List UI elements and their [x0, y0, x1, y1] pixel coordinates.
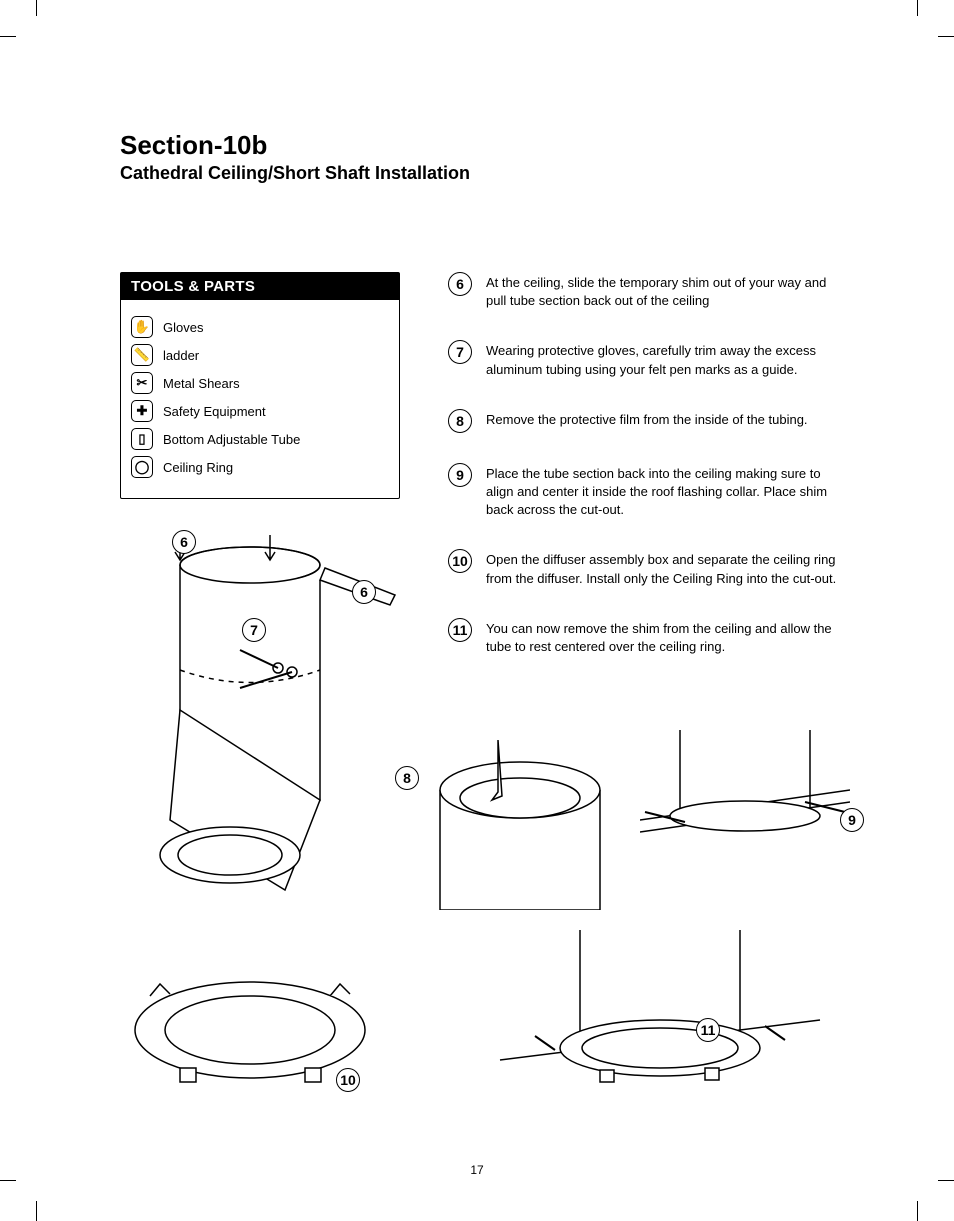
callout-6a: 6	[172, 530, 196, 554]
illustration-ceiling-insert	[640, 730, 850, 900]
crop-mark-br	[914, 1177, 938, 1201]
tool-label: Metal Shears	[163, 376, 240, 391]
crop-mark-tr	[914, 16, 938, 40]
ring-icon: ◯	[131, 456, 153, 478]
section-subtitle: Cathedral Ceiling/Short Shaft Installati…	[120, 163, 844, 184]
tools-parts-panel: TOOLS & PARTS ✋ Gloves 📏 ladder ✂ Metal Shear…	[120, 272, 400, 499]
tool-item: 📏 ladder	[131, 344, 389, 366]
step-number: 9	[448, 463, 472, 487]
step-text: Wearing protective gloves, carefully tri…	[486, 340, 844, 378]
crop-mark-tl	[16, 16, 40, 40]
illustration-film-removal	[420, 740, 620, 910]
tool-item: ✋ Gloves	[131, 316, 389, 338]
tool-label: Safety Equipment	[163, 404, 266, 419]
step-number: 7	[448, 340, 472, 364]
callout-6b: 6	[352, 580, 376, 604]
callout-7: 7	[242, 618, 266, 642]
tool-label: Ceiling Ring	[163, 460, 233, 475]
safety-icon: ✚	[131, 400, 153, 422]
instruction-step: 7 Wearing protective gloves, carefully tr…	[448, 340, 844, 378]
tool-label: ladder	[163, 348, 199, 363]
tool-label: Gloves	[163, 320, 203, 335]
step-text: At the ceiling, slide the temporary shim…	[486, 272, 844, 310]
page-number: 17	[0, 1163, 954, 1177]
tube-icon: ▯	[131, 428, 153, 450]
step-number: 8	[448, 409, 472, 433]
callout-9: 9	[840, 808, 864, 832]
ladder-icon: 📏	[131, 344, 153, 366]
tools-parts-heading: TOOLS & PARTS	[121, 273, 399, 300]
tool-item: ✚ Safety Equipment	[131, 400, 389, 422]
gloves-icon: ✋	[131, 316, 153, 338]
section-title: Section-10b	[120, 130, 844, 161]
shears-icon: ✂	[131, 372, 153, 394]
tool-label: Bottom Adjustable Tube	[163, 432, 300, 447]
instruction-step: 9 Place the tube section back into the ce…	[448, 463, 844, 520]
tool-item: ✂ Metal Shears	[131, 372, 389, 394]
instruction-step: 6 At the ceiling, slide the temporary shi…	[448, 272, 844, 310]
step-text: Place the tube section back into the cei…	[486, 463, 844, 520]
callout-10: 10	[336, 1068, 360, 1092]
step-number: 6	[448, 272, 472, 296]
illustration-final-assembly	[480, 930, 840, 1120]
tool-item: ◯ Ceiling Ring	[131, 456, 389, 478]
callout-8: 8	[395, 766, 419, 790]
instruction-step: 8 Remove the protective film from the ins…	[448, 409, 844, 433]
crop-mark-bl	[16, 1177, 40, 1201]
callout-11: 11	[696, 1018, 720, 1042]
tool-item: ▯ Bottom Adjustable Tube	[131, 428, 389, 450]
step-text: Remove the protective film from the insi…	[486, 409, 808, 429]
illustration-area: 6 6 7 8 9 10	[120, 520, 844, 1127]
